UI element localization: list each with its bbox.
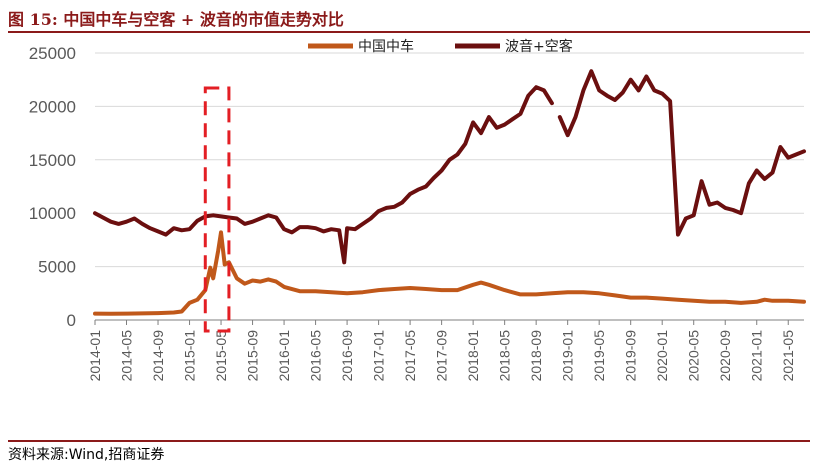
source-note: 资料来源:Wind,招商证券 <box>8 447 165 463</box>
y-axis: 0 5000 10000 15000 20000 25000 <box>29 44 76 330</box>
x-tick-label: 2015-05 <box>213 330 229 382</box>
series-line <box>557 69 806 237</box>
x-tick-label: 2016-01 <box>276 330 292 382</box>
x-tick-label: 2014-09 <box>150 330 166 382</box>
y-tick-label: 20000 <box>29 97 76 116</box>
series-line <box>93 85 554 265</box>
x-tick-label: 2014-01 <box>87 330 103 382</box>
x-tick-label: 2019-05 <box>591 330 607 382</box>
x-tick-label: 2016-09 <box>339 330 355 382</box>
x-tick-label: 2018-05 <box>497 330 513 382</box>
legend: 中国中车 波音+空客 <box>308 38 573 55</box>
x-tick-label: 2019-09 <box>623 330 639 382</box>
x-tick-label: 2020-01 <box>654 330 670 382</box>
y-tick-label: 25000 <box>29 44 76 63</box>
series-layer <box>93 69 806 316</box>
x-tick-label: 2021-01 <box>749 330 765 382</box>
y-tick-label: 10000 <box>29 204 76 223</box>
title-divider <box>8 31 810 33</box>
x-tick-label: 2017-05 <box>402 330 418 382</box>
y-tick-label: 5000 <box>38 258 76 277</box>
highlight-box <box>203 86 231 333</box>
x-tick-label: 2017-09 <box>434 330 450 382</box>
highlight-layer <box>203 86 231 333</box>
footer-divider <box>8 440 810 442</box>
x-tick-label: 2021-05 <box>780 330 796 382</box>
x-axis: 2014-01 2014-05 2014-09 2015-01 2015-05 2015-… <box>87 319 804 382</box>
x-tick-label: 2020-09 <box>717 330 733 382</box>
figure-title: 图 15: 中国中车与空客 + 波音的市值走势对比 <box>8 10 344 29</box>
x-tick-label: 2015-09 <box>245 330 261 382</box>
x-tick-label: 2014-05 <box>119 330 135 382</box>
legend-label: 波音+空客 <box>505 38 573 55</box>
series-line <box>93 230 806 316</box>
x-tick-label: 2018-09 <box>528 330 544 382</box>
legend-label: 中国中车 <box>358 38 414 55</box>
x-tick-label: 2020-05 <box>686 330 702 382</box>
x-tick-label: 2015-01 <box>182 330 198 382</box>
x-tick-label: 2018-01 <box>465 330 481 382</box>
y-tick-label: 0 <box>67 311 76 330</box>
x-tick-label: 2017-01 <box>371 330 387 382</box>
x-tick-label: 2016-05 <box>308 330 324 382</box>
y-tick-label: 15000 <box>29 151 76 170</box>
x-tick-label: 2019-01 <box>560 330 576 382</box>
